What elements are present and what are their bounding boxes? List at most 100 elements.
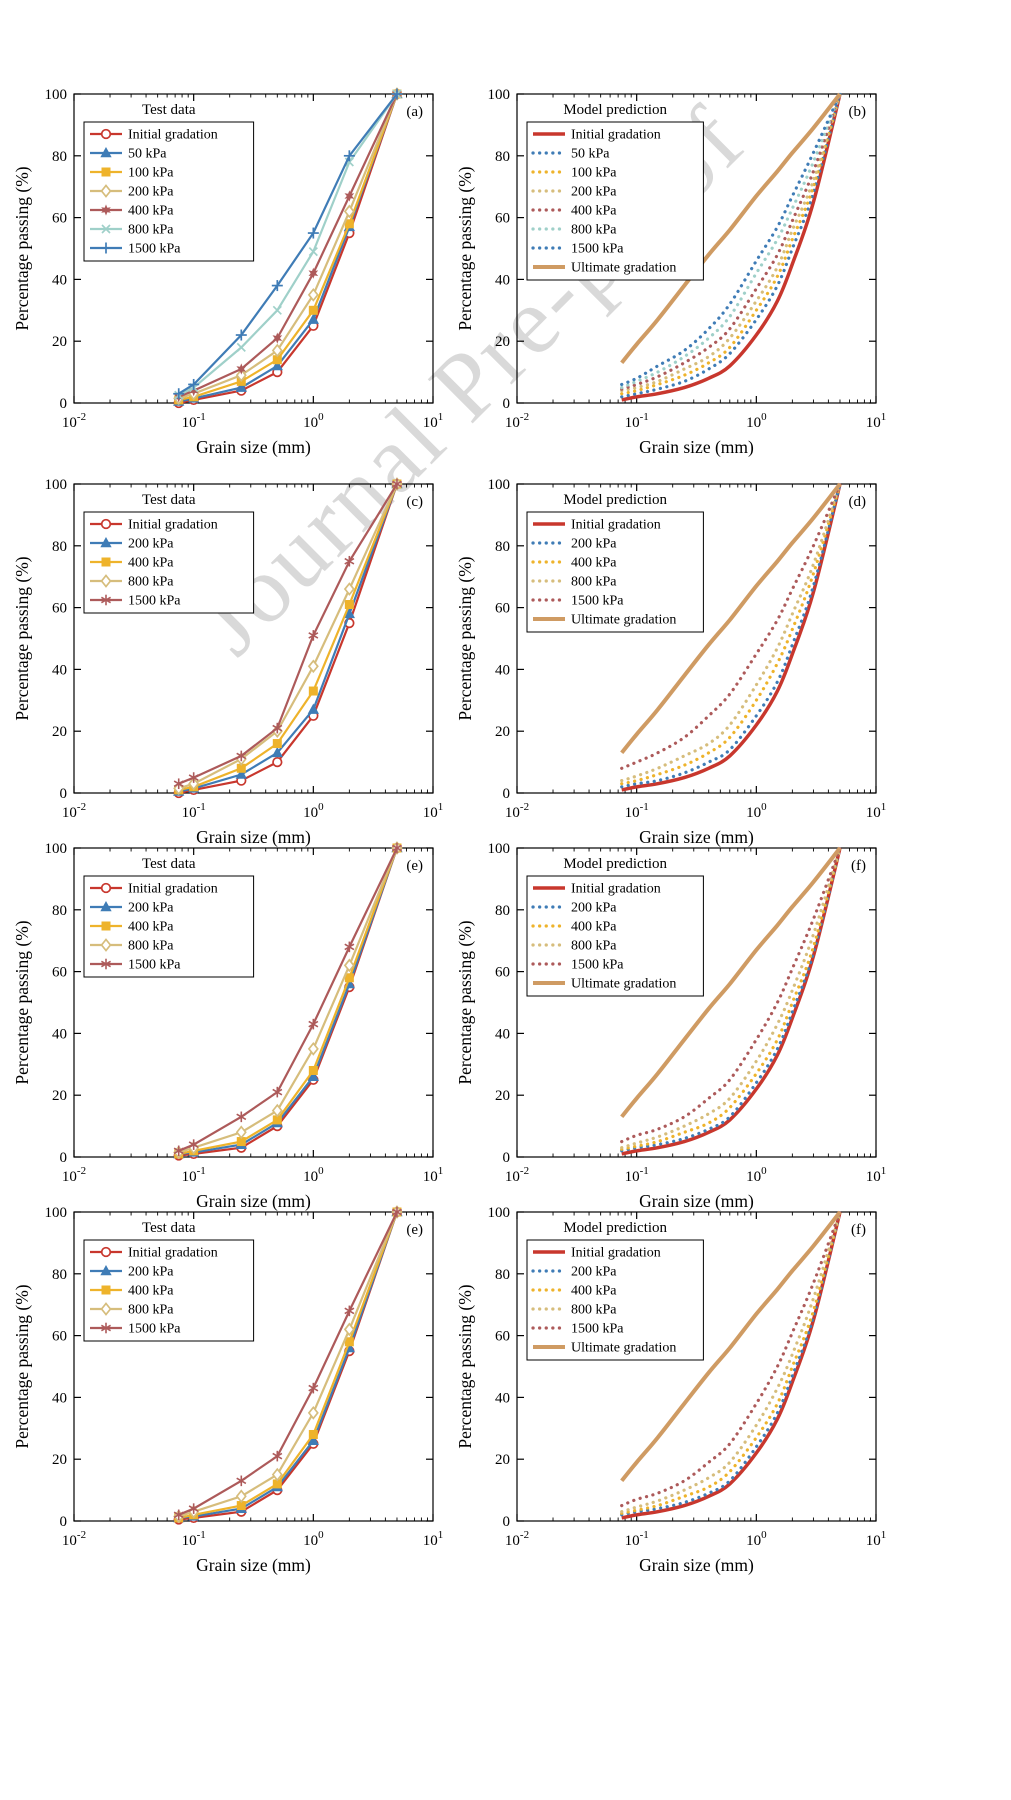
legend-title: Test data bbox=[142, 102, 196, 118]
legend: Test data Initial gradation 200 kPa 400 kPa… bbox=[83, 492, 255, 614]
y-axis-label: Percentage passing (%) bbox=[12, 166, 32, 330]
series-800-kpa bbox=[620, 92, 842, 390]
legend-entry-label: 800 kPa bbox=[128, 1303, 174, 1318]
legend-entry-label: 1500 kPa bbox=[571, 242, 624, 257]
legend-entry-label: 400 kPa bbox=[128, 556, 174, 571]
y-tick-label: 20 bbox=[52, 1088, 67, 1104]
x-tick-label: 101 bbox=[866, 1529, 887, 1549]
x-tick-label: 101 bbox=[423, 1529, 444, 1549]
panel-d: 10-2 10-1 100 101 0 20 40 60 80 100 Grain size (mm… bbox=[455, 470, 890, 855]
y-tick-label: 100 bbox=[488, 1205, 511, 1221]
legend-entry-label: 1500 kPa bbox=[128, 594, 181, 609]
y-tick-label: 40 bbox=[52, 1390, 67, 1406]
series-200-kpa bbox=[620, 846, 842, 1153]
x-tick-label: 10-2 bbox=[505, 801, 529, 821]
y-tick-label: 80 bbox=[52, 149, 67, 165]
panel-f: 10-2 10-1 100 101 0 20 40 60 80 100 Grain size (mm… bbox=[455, 834, 890, 1219]
legend-entry-label: 800 kPa bbox=[128, 575, 174, 590]
x-tick-label: 10-2 bbox=[62, 411, 86, 431]
y-axis-label: Percentage passing (%) bbox=[455, 920, 475, 1084]
series-1500-kpa bbox=[620, 1210, 842, 1508]
panel-letter: (e) bbox=[406, 858, 423, 874]
y-tick-label: 0 bbox=[503, 786, 511, 802]
y-tick-label: 40 bbox=[52, 272, 67, 288]
legend-entry-label: 1500 kPa bbox=[128, 1322, 181, 1337]
x-tick-label: 10-1 bbox=[182, 1165, 206, 1185]
y-tick-label: 60 bbox=[52, 965, 67, 981]
y-tick-label: 20 bbox=[495, 1452, 510, 1468]
series-ultimate-gradation bbox=[620, 92, 842, 365]
y-tick-label: 0 bbox=[503, 1514, 511, 1530]
series-1500-kpa bbox=[173, 842, 402, 1157]
legend-entry-label: Initial gradation bbox=[128, 882, 218, 897]
y-tick-label: 0 bbox=[60, 786, 68, 802]
series-initial-gradation bbox=[621, 483, 842, 792]
y-tick-label: 60 bbox=[495, 211, 510, 227]
chart-canvas-f2: 10-2 10-1 100 101 0 20 40 60 80 100 Grain size (mm… bbox=[455, 1205, 887, 1575]
y-tick-label: 100 bbox=[488, 87, 511, 103]
series-initial-gradation bbox=[621, 93, 842, 402]
chart-canvas-f: 10-2 10-1 100 101 0 20 40 60 80 100 Grain size (mm… bbox=[455, 841, 886, 1211]
axes: 10-2 10-1 100 101 0 20 40 60 80 100 bbox=[488, 87, 887, 431]
legend-entry-label: Ultimate gradation bbox=[571, 613, 676, 628]
legend-entry-label: 400 kPa bbox=[128, 204, 174, 219]
legend-entry-label: 200 kPa bbox=[571, 901, 617, 916]
y-tick-label: 0 bbox=[60, 1514, 68, 1530]
x-tick-label: 100 bbox=[303, 1529, 324, 1549]
x-tick-label: 100 bbox=[746, 411, 767, 431]
legend: Model prediction Initial gradation 200 kPa… bbox=[526, 492, 704, 633]
series-1500-kpa bbox=[620, 846, 842, 1144]
series-800-kpa bbox=[620, 846, 842, 1150]
legend-entry-label: 50 kPa bbox=[571, 147, 610, 162]
series-800-kpa bbox=[620, 1210, 842, 1514]
panel-letter: (f) bbox=[851, 1222, 866, 1238]
y-axis-label: Percentage passing (%) bbox=[455, 556, 475, 720]
y-axis-label: Percentage passing (%) bbox=[12, 1284, 32, 1448]
x-tick-label: 100 bbox=[746, 1165, 767, 1185]
legend-entry-label: 200 kPa bbox=[128, 1265, 174, 1280]
y-tick-label: 80 bbox=[495, 539, 510, 555]
legend-entry-label: Initial gradation bbox=[128, 128, 218, 143]
series-200-kpa bbox=[620, 482, 842, 789]
panel-b: 10-2 10-1 100 101 0 20 40 60 80 100 Grain size (mm… bbox=[455, 80, 890, 465]
y-tick-label: 20 bbox=[495, 724, 510, 740]
x-tick-label: 101 bbox=[423, 1165, 444, 1185]
legend: Model prediction Initial gradation 200 kPa… bbox=[526, 856, 704, 997]
series-50-kpa bbox=[620, 92, 842, 399]
legend-title: Test data bbox=[142, 1220, 196, 1236]
series-1500-kpa bbox=[173, 478, 402, 790]
legend-title: Test data bbox=[142, 856, 196, 872]
series-400-kpa bbox=[620, 1210, 842, 1515]
y-tick-label: 60 bbox=[495, 965, 510, 981]
y-tick-label: 80 bbox=[52, 903, 67, 919]
panel-c: 10-2 10-1 100 101 0 20 40 60 80 100 Grain size (mm… bbox=[12, 470, 447, 855]
chart-canvas-d: 10-2 10-1 100 101 0 20 40 60 80 100 Grain size (mm… bbox=[455, 477, 887, 847]
chart-canvas-a: 10-2 10-1 100 101 0 20 40 60 80 100 Grain size (mm… bbox=[12, 87, 443, 457]
x-tick-label: 100 bbox=[303, 411, 324, 431]
y-tick-label: 40 bbox=[495, 1026, 510, 1042]
legend-title: Model prediction bbox=[563, 102, 667, 118]
x-tick-label: 10-2 bbox=[62, 1529, 86, 1549]
series-400-kpa bbox=[620, 846, 842, 1151]
x-axis-label: Grain size (mm) bbox=[196, 437, 311, 457]
series-ultimate-gradation bbox=[620, 482, 842, 755]
y-tick-label: 80 bbox=[52, 539, 67, 555]
legend-entry-label: 800 kPa bbox=[571, 223, 617, 238]
x-axis-label: Grain size (mm) bbox=[639, 1555, 754, 1575]
chart-canvas-c: 10-2 10-1 100 101 0 20 40 60 80 100 Grain size (mm… bbox=[12, 477, 443, 847]
y-tick-label: 0 bbox=[503, 1150, 511, 1166]
series-ultimate-gradation bbox=[620, 1210, 842, 1483]
y-tick-label: 40 bbox=[495, 662, 510, 678]
y-tick-label: 0 bbox=[60, 396, 68, 412]
legend: Model prediction Initial gradation 200 kPa… bbox=[526, 1220, 704, 1361]
legend-entry-label: 1500 kPa bbox=[571, 594, 624, 609]
y-tick-label: 40 bbox=[495, 1390, 510, 1406]
y-tick-label: 0 bbox=[503, 396, 511, 412]
x-tick-label: 101 bbox=[866, 801, 887, 821]
legend-entry-label: 400 kPa bbox=[571, 204, 617, 219]
series-800-kpa bbox=[620, 482, 842, 783]
legend-entry-label: 800 kPa bbox=[571, 939, 617, 954]
y-tick-label: 100 bbox=[45, 477, 68, 493]
legend: Test data Initial gradation 50 kPa 100 kPa 2… bbox=[83, 102, 255, 262]
x-tick-label: 10-1 bbox=[625, 801, 649, 821]
